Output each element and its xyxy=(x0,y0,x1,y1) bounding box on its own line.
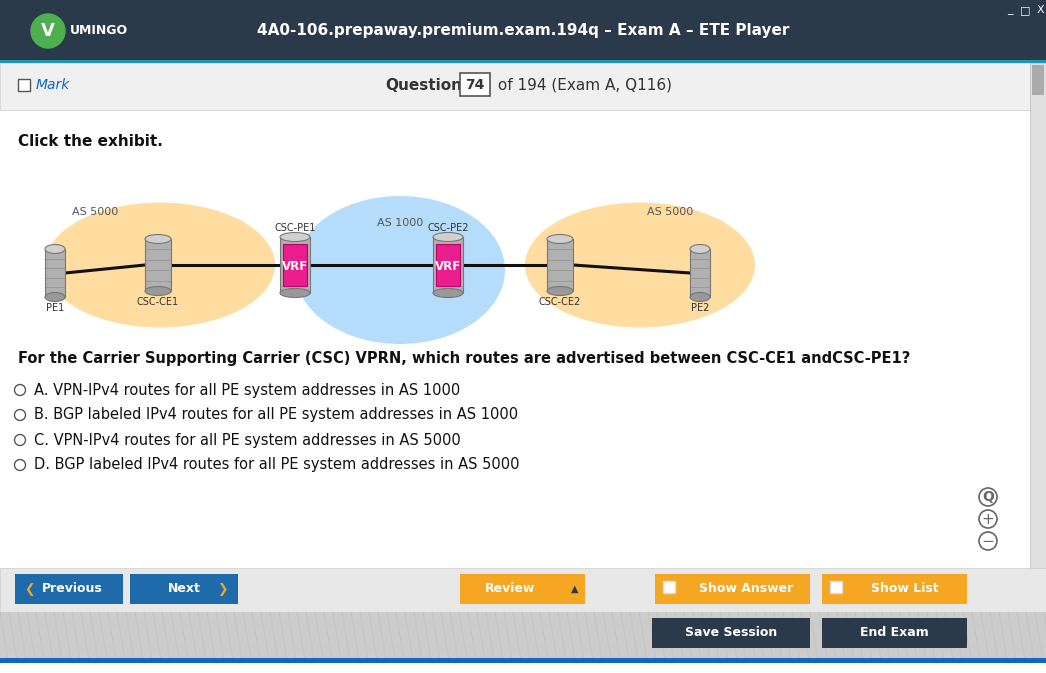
Text: VRF: VRF xyxy=(435,260,461,273)
Text: 4A0-106.prepaway.premium.exam.194q – Exam A – ETE Player: 4A0-106.prepaway.premium.exam.194q – Exa… xyxy=(257,24,789,38)
Text: _: _ xyxy=(1007,5,1013,15)
Ellipse shape xyxy=(295,196,505,344)
Text: Q: Q xyxy=(982,490,994,504)
Text: Click the exhibit.: Click the exhibit. xyxy=(18,135,163,149)
Text: AS 5000: AS 5000 xyxy=(72,207,118,217)
Text: 74: 74 xyxy=(465,78,484,92)
Ellipse shape xyxy=(280,289,310,297)
Ellipse shape xyxy=(690,293,710,302)
Ellipse shape xyxy=(525,203,755,328)
Circle shape xyxy=(15,460,25,470)
Text: Question: Question xyxy=(385,77,462,92)
Text: PE2: PE2 xyxy=(690,303,709,313)
FancyBboxPatch shape xyxy=(663,581,675,593)
Circle shape xyxy=(15,384,25,396)
Text: Review: Review xyxy=(484,583,536,596)
FancyBboxPatch shape xyxy=(460,574,585,604)
Ellipse shape xyxy=(547,234,573,244)
FancyBboxPatch shape xyxy=(1032,65,1044,95)
Text: D. BGP labeled IPv4 routes for all PE system addresses in AS 5000: D. BGP labeled IPv4 routes for all PE sy… xyxy=(35,458,520,472)
Text: Mark: Mark xyxy=(36,78,70,92)
Text: PE1: PE1 xyxy=(46,303,64,313)
FancyBboxPatch shape xyxy=(0,0,1046,63)
FancyBboxPatch shape xyxy=(0,568,1046,612)
FancyBboxPatch shape xyxy=(45,249,65,297)
Text: ▲: ▲ xyxy=(571,584,578,594)
Text: Save Session: Save Session xyxy=(685,627,777,639)
Ellipse shape xyxy=(547,287,573,295)
FancyBboxPatch shape xyxy=(145,239,170,291)
FancyBboxPatch shape xyxy=(0,110,1030,610)
Ellipse shape xyxy=(45,244,65,254)
Text: VRF: VRF xyxy=(281,260,309,273)
Bar xyxy=(0,658,1046,663)
FancyBboxPatch shape xyxy=(0,612,1046,660)
FancyBboxPatch shape xyxy=(652,618,810,648)
FancyBboxPatch shape xyxy=(130,574,238,604)
Ellipse shape xyxy=(433,289,463,297)
FancyBboxPatch shape xyxy=(1030,63,1046,613)
FancyBboxPatch shape xyxy=(547,239,573,291)
FancyBboxPatch shape xyxy=(822,574,967,604)
FancyBboxPatch shape xyxy=(822,618,967,648)
Text: For the Carrier Supporting Carrier (CSC) VPRN, which routes are advertised betwe: For the Carrier Supporting Carrier (CSC)… xyxy=(18,351,910,365)
Text: AS 5000: AS 5000 xyxy=(646,207,693,217)
FancyBboxPatch shape xyxy=(829,581,842,593)
Text: CSC-CE2: CSC-CE2 xyxy=(539,297,582,307)
FancyBboxPatch shape xyxy=(655,574,810,604)
Text: Show List: Show List xyxy=(871,583,939,596)
Text: +: + xyxy=(981,511,995,526)
FancyBboxPatch shape xyxy=(0,63,1030,110)
Circle shape xyxy=(15,409,25,421)
Text: Previous: Previous xyxy=(42,583,103,596)
Ellipse shape xyxy=(145,234,170,244)
Text: ❮: ❮ xyxy=(24,583,35,596)
Bar xyxy=(0,60,1046,63)
Text: AS 1000: AS 1000 xyxy=(377,218,424,228)
Text: End Exam: End Exam xyxy=(860,627,929,639)
Text: CSC-PE2: CSC-PE2 xyxy=(427,223,469,233)
Text: B. BGP labeled IPv4 routes for all PE system addresses in AS 1000: B. BGP labeled IPv4 routes for all PE sy… xyxy=(35,407,518,423)
Text: X: X xyxy=(1037,5,1044,15)
FancyBboxPatch shape xyxy=(433,237,463,293)
FancyBboxPatch shape xyxy=(283,244,306,286)
Text: Show Answer: Show Answer xyxy=(699,583,793,596)
Text: ❯: ❯ xyxy=(218,583,228,596)
Ellipse shape xyxy=(145,287,170,295)
Text: □: □ xyxy=(1020,5,1030,15)
FancyBboxPatch shape xyxy=(690,249,710,297)
Ellipse shape xyxy=(45,293,65,302)
Text: of 194 (Exam A, Q116): of 194 (Exam A, Q116) xyxy=(493,77,672,92)
Text: UMINGO: UMINGO xyxy=(70,24,128,38)
Ellipse shape xyxy=(433,232,463,242)
Text: Next: Next xyxy=(167,583,201,596)
Ellipse shape xyxy=(690,244,710,254)
Text: A. VPN-IPv4 routes for all PE system addresses in AS 1000: A. VPN-IPv4 routes for all PE system add… xyxy=(35,382,460,398)
Text: CSC-CE1: CSC-CE1 xyxy=(137,297,179,307)
FancyBboxPatch shape xyxy=(280,237,310,293)
Circle shape xyxy=(31,14,65,48)
Ellipse shape xyxy=(280,232,310,242)
Text: −: − xyxy=(981,534,995,548)
FancyBboxPatch shape xyxy=(18,79,30,91)
Text: V: V xyxy=(41,22,55,40)
FancyBboxPatch shape xyxy=(15,574,123,604)
FancyBboxPatch shape xyxy=(436,244,460,286)
Text: CSC-PE1: CSC-PE1 xyxy=(274,223,316,233)
Ellipse shape xyxy=(45,203,275,328)
Text: C. VPN-IPv4 routes for all PE system addresses in AS 5000: C. VPN-IPv4 routes for all PE system add… xyxy=(35,433,460,448)
FancyBboxPatch shape xyxy=(460,73,490,96)
Circle shape xyxy=(15,435,25,446)
